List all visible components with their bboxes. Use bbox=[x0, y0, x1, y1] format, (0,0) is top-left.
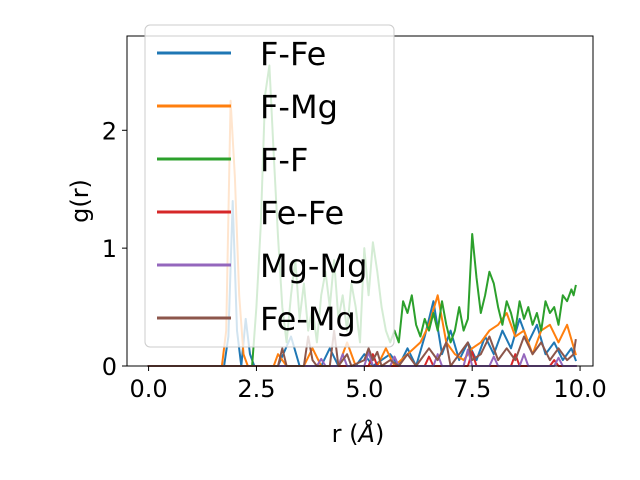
x-tick-label: 2.5 bbox=[237, 375, 275, 403]
x-axis-label: r (Å) bbox=[332, 419, 385, 448]
series-line-fe-fe bbox=[147, 350, 577, 367]
x-axis: 0.0 2.5 5.0 7.5 10.0 bbox=[129, 366, 607, 403]
y-tick-label: 0 bbox=[102, 353, 117, 381]
series-line-f-mg bbox=[147, 99, 577, 367]
y-tick-label: 1 bbox=[102, 235, 117, 263]
y-axis-label: g(r) bbox=[66, 179, 94, 223]
y-tick-label: 2 bbox=[102, 117, 117, 145]
x-tick-label: 10.0 bbox=[553, 375, 606, 403]
legend-label-fe-mg: Fe-Mg bbox=[260, 300, 356, 338]
x-tick-label: 7.5 bbox=[453, 375, 491, 403]
y-axis: 0 1 2 bbox=[102, 117, 127, 381]
legend-label-f-fe: F-Fe bbox=[260, 35, 326, 73]
legend-label-mg-mg: Mg-Mg bbox=[260, 247, 367, 285]
x-tick-label: 0.0 bbox=[129, 375, 167, 403]
x-tick-label: 5.0 bbox=[345, 375, 383, 403]
series-line-mg-mg bbox=[147, 348, 577, 367]
legend: F-Fe F-Mg F-F Fe-Fe Mg-Mg Fe-Mg bbox=[144, 24, 395, 348]
legend-label-fe-fe: Fe-Fe bbox=[260, 194, 344, 232]
series-line-fe-mg bbox=[147, 329, 577, 367]
legend-label-f-f: F-F bbox=[260, 141, 308, 179]
legend-box bbox=[144, 24, 395, 348]
legend-label-f-mg: F-Mg bbox=[260, 88, 338, 126]
